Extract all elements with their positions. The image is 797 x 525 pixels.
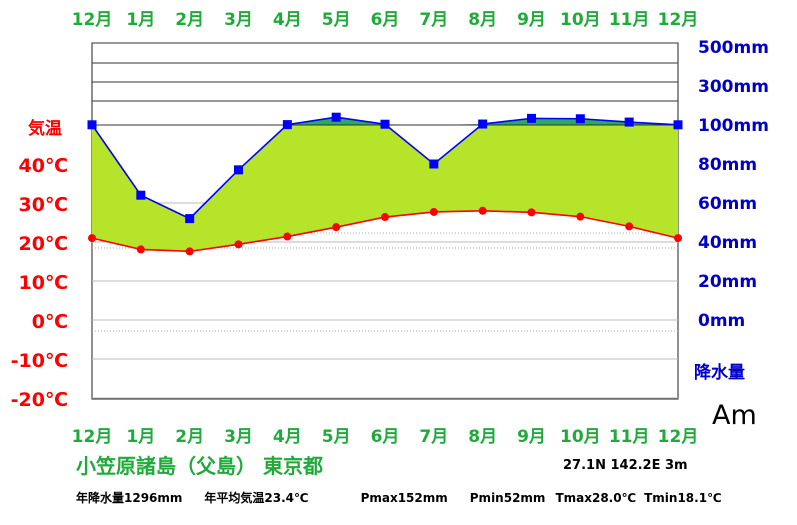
precip-tick-label: 0mm <box>698 311 745 331</box>
temperature-point-0 <box>88 234 96 243</box>
annual-precipitation: 年降水量1296mm <box>76 491 183 505</box>
pmin: Pmin52mm <box>469 491 546 505</box>
temperature-point-8 <box>478 206 487 215</box>
precipitation-point-10 <box>575 114 585 124</box>
temperature-point-12 <box>674 234 682 243</box>
summary-stats: 年降水量1296mm 年平均気温23.4℃ Pmax152mm Pmin52mm Tma… <box>76 489 744 506</box>
temperature-point-2 <box>185 247 194 256</box>
precipitation-point-2 <box>185 214 195 224</box>
right-axis-label: 降水量 <box>694 362 745 383</box>
precip-tick-label: 20mm <box>698 272 757 292</box>
month-label-top-5: 5月 <box>322 10 351 30</box>
temperature-point-4 <box>283 232 292 241</box>
month-label-bottom-5: 5月 <box>322 427 351 447</box>
month-label-bottom-9: 9月 <box>517 427 546 447</box>
precipitation-point-4 <box>282 120 292 130</box>
precipitation-point-5 <box>331 112 341 122</box>
temperature-point-10 <box>576 212 585 221</box>
climate-class: Am <box>712 400 757 431</box>
temperature-point-9 <box>527 208 536 217</box>
month-label-top-3: 3月 <box>224 10 253 30</box>
month-label-bottom-12: 12月 <box>658 427 699 447</box>
temperature-point-3 <box>234 240 243 249</box>
precip-tick-label: 100mm <box>698 116 769 136</box>
month-label-top-9: 9月 <box>517 10 546 30</box>
precipitation-point-7 <box>429 159 439 169</box>
month-label-bottom-2: 2月 <box>175 427 204 447</box>
month-label-bottom-6: 6月 <box>371 427 400 447</box>
annual-mean-temperature: 年平均気温23.4℃ <box>204 491 309 505</box>
month-label-top-2: 2月 <box>175 10 204 30</box>
month-label-bottom-4: 4月 <box>273 427 302 447</box>
precipitation-point-11 <box>624 117 634 127</box>
temp-tick-label: 0℃ <box>32 311 68 333</box>
temperature-point-11 <box>625 222 634 231</box>
chart-labels: 12月 12月 1月 1月 2月 2月 3月 3月 4月 4月 5月 5月 6月 6月 7月 7月 8月 8月 9月… <box>11 10 769 447</box>
temp-tick-label: 10℃ <box>19 272 68 294</box>
temp-tick-label: -10℃ <box>11 350 68 372</box>
left-axis-label: 気温 <box>27 118 62 139</box>
month-label-bottom-8: 8月 <box>468 427 497 447</box>
temperature-point-7 <box>429 207 438 216</box>
temperature-point-1 <box>136 245 145 254</box>
month-label-top-8: 8月 <box>468 10 497 30</box>
month-label-top-12: 12月 <box>658 10 699 30</box>
month-label-bottom-0: 12月 <box>72 427 113 447</box>
temperature-point-5 <box>332 223 341 232</box>
tmax: Tmax28.0℃ <box>555 491 637 505</box>
precip-tick-label: 40mm <box>698 233 757 253</box>
month-label-top-11: 11月 <box>609 10 650 30</box>
pmax: Pmax152mm <box>360 491 448 505</box>
precip-tick-label: 80mm <box>698 155 757 175</box>
month-label-top-10: 10月 <box>560 10 601 30</box>
temp-tick-label: -20℃ <box>11 389 68 411</box>
precipitation-point-9 <box>527 113 536 123</box>
month-label-bottom-3: 3月 <box>224 427 253 447</box>
precipitation-point-1 <box>136 190 146 200</box>
month-label-top-7: 7月 <box>419 10 448 30</box>
precipitation-point-12 <box>673 120 683 130</box>
precip-tick-label: 300mm <box>698 77 769 97</box>
chart-marks <box>87 112 683 256</box>
month-label-bottom-7: 7月 <box>419 427 448 447</box>
month-label-bottom-10: 10月 <box>560 427 601 447</box>
month-label-bottom-1: 1月 <box>126 427 155 447</box>
coordinates: 27.1N 142.2E 3m <box>563 458 688 473</box>
precipitation-point-0 <box>87 120 97 130</box>
place-name: 小笠原諸島（父島） 東京都 <box>76 454 323 478</box>
month-label-top-0: 12月 <box>72 10 113 30</box>
precipitation-point-8 <box>478 119 488 129</box>
month-label-top-1: 1月 <box>126 10 155 30</box>
wet-season-area <box>92 125 678 252</box>
month-label-top-4: 4月 <box>273 10 302 30</box>
month-label-bottom-11: 11月 <box>609 427 650 447</box>
precip-tick-label: 500mm <box>698 38 769 58</box>
month-label-top-6: 6月 <box>371 10 400 30</box>
temp-tick-label: 40℃ <box>19 155 68 177</box>
precipitation-point-6 <box>380 119 390 129</box>
precip-tick-label: 60mm <box>698 194 757 214</box>
tmin: Tmin18.1℃ <box>644 491 722 505</box>
temperature-point-6 <box>381 213 389 222</box>
temp-tick-label: 20℃ <box>19 233 68 255</box>
precipitation-point-3 <box>234 165 243 175</box>
temp-tick-label: 30℃ <box>19 194 68 216</box>
